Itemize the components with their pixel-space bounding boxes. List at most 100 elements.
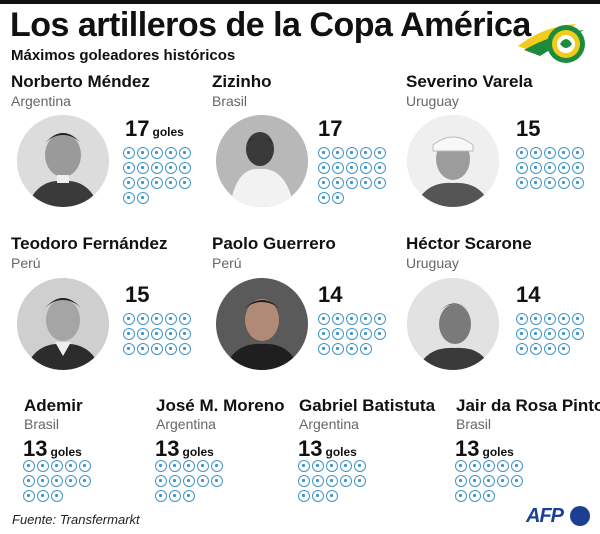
player-country: Uruguay — [406, 93, 459, 109]
ball-icon — [65, 475, 77, 487]
ball-icon — [332, 192, 344, 204]
player-country: Argentina — [11, 93, 71, 109]
ball-icon — [197, 475, 209, 487]
player-name: Paolo Guerrero — [212, 234, 336, 253]
ball-icon — [23, 490, 35, 502]
ball-icon — [374, 177, 386, 189]
player-country: Brasil — [456, 416, 492, 432]
afp-logo-icon: AFP — [526, 504, 592, 530]
goal-number: 13 — [155, 436, 180, 461]
ball-icon — [360, 147, 372, 159]
ball-icon — [151, 313, 163, 325]
ball-icon — [374, 162, 386, 174]
goal-number: 15 — [125, 282, 150, 307]
ball-icon — [165, 177, 177, 189]
ball-icon — [123, 343, 135, 355]
ball-icon — [312, 490, 324, 502]
ball-icon — [298, 490, 310, 502]
goal-balls — [318, 313, 388, 358]
goal-number: 13 — [455, 436, 480, 461]
ball-icon — [183, 460, 195, 472]
ball-icon — [516, 177, 528, 189]
ball-icon — [137, 328, 149, 340]
ball-icon — [211, 460, 223, 472]
ball-icon — [179, 147, 191, 159]
ball-icon — [572, 147, 584, 159]
player-country: Brasil — [212, 93, 248, 109]
player-name: José M. Moreno — [156, 396, 285, 415]
ball-icon — [516, 147, 528, 159]
ball-icon — [137, 177, 149, 189]
ball-icon — [572, 313, 584, 325]
ball-icon — [340, 475, 352, 487]
ball-icon — [346, 328, 358, 340]
ball-icon — [455, 475, 467, 487]
ball-icon — [165, 162, 177, 174]
ball-icon — [530, 328, 542, 340]
ball-icon — [360, 328, 372, 340]
ball-icon — [137, 147, 149, 159]
afp-logo-dot — [570, 506, 590, 526]
ball-icon — [360, 313, 372, 325]
ball-icon — [516, 313, 528, 325]
ball-icon — [318, 192, 330, 204]
ball-icon — [558, 147, 570, 159]
player-name: Zizinho — [212, 72, 272, 91]
ball-icon — [469, 460, 481, 472]
player-country: Brasil — [24, 416, 60, 432]
ball-icon — [23, 475, 35, 487]
ball-icon — [354, 460, 366, 472]
ball-icon — [312, 475, 324, 487]
ball-icon — [123, 313, 135, 325]
ball-icon — [37, 490, 49, 502]
goal-count: 13 goles — [155, 436, 214, 462]
copa-america-logo-icon — [518, 24, 585, 63]
player-photo — [216, 278, 308, 370]
ball-icon — [179, 162, 191, 174]
goal-count: 13 goles — [455, 436, 514, 462]
ball-icon — [23, 460, 35, 472]
ball-icon — [137, 192, 149, 204]
ball-icon — [197, 460, 209, 472]
ball-icon — [318, 328, 330, 340]
page-subtitle: Máximos goleadores históricos — [11, 47, 236, 64]
ball-icon — [516, 328, 528, 340]
ball-icon — [558, 177, 570, 189]
ball-icon — [332, 343, 344, 355]
ball-icon — [123, 328, 135, 340]
afp-logo-text: AFP — [526, 505, 564, 527]
goal-number: 15 — [516, 116, 541, 141]
ball-icon — [360, 177, 372, 189]
ball-icon — [65, 460, 77, 472]
goal-count: 13 goles — [23, 436, 82, 462]
ball-icon — [346, 147, 358, 159]
ball-icon — [455, 490, 467, 502]
ball-icon — [340, 460, 352, 472]
goal-unit: goles — [325, 445, 357, 459]
ball-icon — [169, 460, 181, 472]
ball-icon — [51, 475, 63, 487]
ball-icon — [360, 343, 372, 355]
ball-icon — [179, 328, 191, 340]
ball-icon — [497, 475, 509, 487]
ball-icon — [530, 177, 542, 189]
ball-icon — [511, 460, 523, 472]
ball-icon — [544, 343, 556, 355]
player-name: Jair da Rosa Pinto — [456, 396, 600, 415]
ball-icon — [558, 162, 570, 174]
ball-icon — [530, 343, 542, 355]
goal-balls — [516, 147, 586, 192]
ball-icon — [469, 490, 481, 502]
ball-icon — [332, 313, 344, 325]
player-country: Uruguay — [406, 255, 459, 271]
ball-icon — [326, 460, 338, 472]
ball-icon — [123, 147, 135, 159]
ball-icon — [497, 460, 509, 472]
ball-icon — [165, 147, 177, 159]
ball-icon — [530, 313, 542, 325]
goal-unit: goles — [182, 445, 214, 459]
player-photo — [407, 278, 499, 370]
ball-icon — [165, 343, 177, 355]
ball-icon — [530, 162, 542, 174]
ball-icon — [511, 475, 523, 487]
